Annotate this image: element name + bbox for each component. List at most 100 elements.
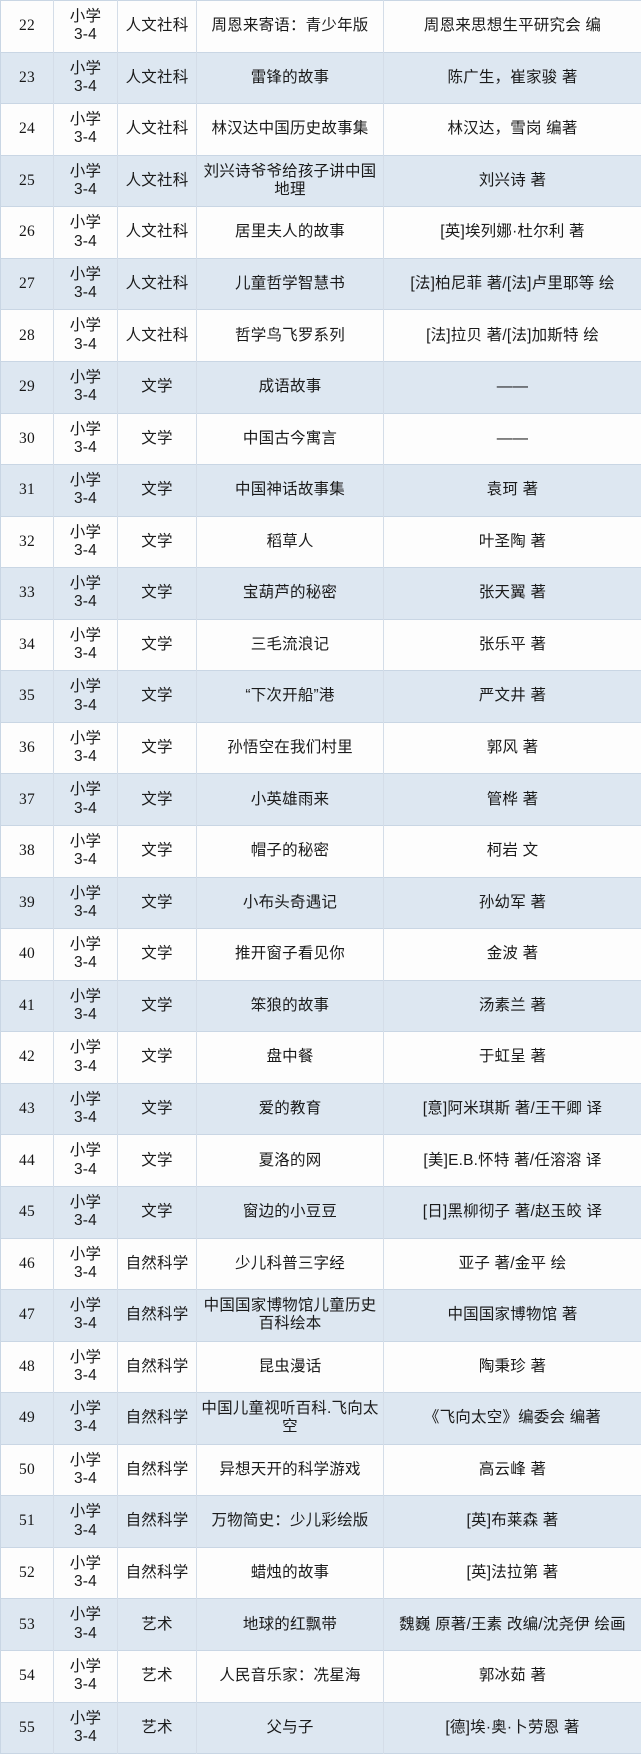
cell-author: 袁珂 著 <box>384 465 641 517</box>
cell-category: 文学 <box>118 826 197 878</box>
cell-author: 严文井 著 <box>384 671 641 723</box>
grade-range-label: 3-4 <box>57 645 114 663</box>
cell-category: 文学 <box>118 671 197 723</box>
grade-range-label: 3-4 <box>57 439 114 457</box>
cell-row-number: 51 <box>1 1496 54 1548</box>
cell-book-title: 推开窗子看见你 <box>197 929 384 981</box>
grade-stage-label: 小学 <box>57 1452 114 1470</box>
cell-author: 魏巍 原著/王素 改编/沈尧伊 绘画 <box>384 1599 641 1651</box>
grade-range-label: 3-4 <box>57 593 114 611</box>
cell-category: 文学 <box>118 877 197 929</box>
cell-category: 人文社科 <box>118 52 197 104</box>
grade-stage-label: 小学 <box>57 524 114 542</box>
cell-author: [法]柏尼菲 著/[法]卢里耶等 绘 <box>384 258 641 310</box>
cell-author: 刘兴诗 著 <box>384 155 641 207</box>
cell-book-title: 中国神话故事集 <box>197 465 384 517</box>
cell-row-number: 42 <box>1 1032 54 1084</box>
grade-stage-label: 小学 <box>57 781 114 799</box>
cell-book-title: 中国国家博物馆儿童历史百科绘本 <box>197 1290 384 1342</box>
cell-author: 叶圣陶 著 <box>384 516 641 568</box>
cell-book-title: 刘兴诗爷爷给孩子讲中国地理 <box>197 155 384 207</box>
cell-book-title: 少儿科普三字经 <box>197 1238 384 1290</box>
grade-stage-label: 小学 <box>57 1503 114 1521</box>
grade-range-label: 3-4 <box>57 1367 114 1385</box>
grade-range-label: 3-4 <box>57 1676 114 1694</box>
cell-author: 周恩来思想生平研究会 编 <box>384 1 641 53</box>
cell-author: 高云峰 著 <box>384 1444 641 1496</box>
grade-range-label: 3-4 <box>57 1058 114 1076</box>
grade-range-label: 3-4 <box>57 26 114 44</box>
cell-book-title: 儿童哲学智慧书 <box>197 258 384 310</box>
cell-category: 人文社科 <box>118 207 197 259</box>
cell-category: 自然科学 <box>118 1341 197 1393</box>
grade-stage-label: 小学 <box>57 472 114 490</box>
cell-row-number: 30 <box>1 413 54 465</box>
cell-book-title: 小布头奇遇记 <box>197 877 384 929</box>
cell-row-number: 36 <box>1 722 54 774</box>
cell-category: 文学 <box>118 1135 197 1187</box>
cell-row-number: 46 <box>1 1238 54 1290</box>
cell-author: 陶秉珍 著 <box>384 1341 641 1393</box>
grade-stage-label: 小学 <box>57 317 114 335</box>
cell-author: 《飞向太空》编委会 编著 <box>384 1393 641 1445</box>
grade-range-label: 3-4 <box>57 129 114 147</box>
cell-row-number: 50 <box>1 1444 54 1496</box>
cell-book-title: 孙悟空在我们村里 <box>197 722 384 774</box>
cell-row-number: 44 <box>1 1135 54 1187</box>
grade-stage-label: 小学 <box>57 1710 114 1728</box>
grade-range-label: 3-4 <box>57 1315 114 1333</box>
cell-author: —— <box>384 361 641 413</box>
grade-stage-label: 小学 <box>57 8 114 26</box>
cell-book-title: 周恩来寄语：青少年版 <box>197 1 384 53</box>
grade-range-label: 3-4 <box>57 1264 114 1282</box>
cell-row-number: 24 <box>1 104 54 156</box>
cell-author: 中国国家博物馆 著 <box>384 1290 641 1342</box>
cell-author: 于虹呈 著 <box>384 1032 641 1084</box>
grade-range-label: 3-4 <box>57 954 114 972</box>
grade-stage-label: 小学 <box>57 936 114 954</box>
cell-category: 艺术 <box>118 1651 197 1703</box>
grade-range-label: 3-4 <box>57 387 114 405</box>
grade-range-label: 3-4 <box>57 1161 114 1179</box>
cell-category: 文学 <box>118 568 197 620</box>
cell-book-title: 人民音乐家：冼星海 <box>197 1651 384 1703</box>
grade-stage-label: 小学 <box>57 1400 114 1418</box>
cell-author: 汤素兰 著 <box>384 980 641 1032</box>
grade-stage-label: 小学 <box>57 1194 114 1212</box>
grade-stage-label: 小学 <box>57 421 114 439</box>
grade-stage-label: 小学 <box>57 1658 114 1676</box>
grade-stage-label: 小学 <box>57 60 114 78</box>
grade-stage-label: 小学 <box>57 214 114 232</box>
cell-category: 文学 <box>118 1032 197 1084</box>
cell-book-title: 居里夫人的故事 <box>197 207 384 259</box>
grade-stage-label: 小学 <box>57 575 114 593</box>
cell-author: 张天翼 著 <box>384 568 641 620</box>
cell-book-title: 异想天开的科学游戏 <box>197 1444 384 1496</box>
cell-book-title: 爱的教育 <box>197 1083 384 1135</box>
grade-stage-label: 小学 <box>57 111 114 129</box>
